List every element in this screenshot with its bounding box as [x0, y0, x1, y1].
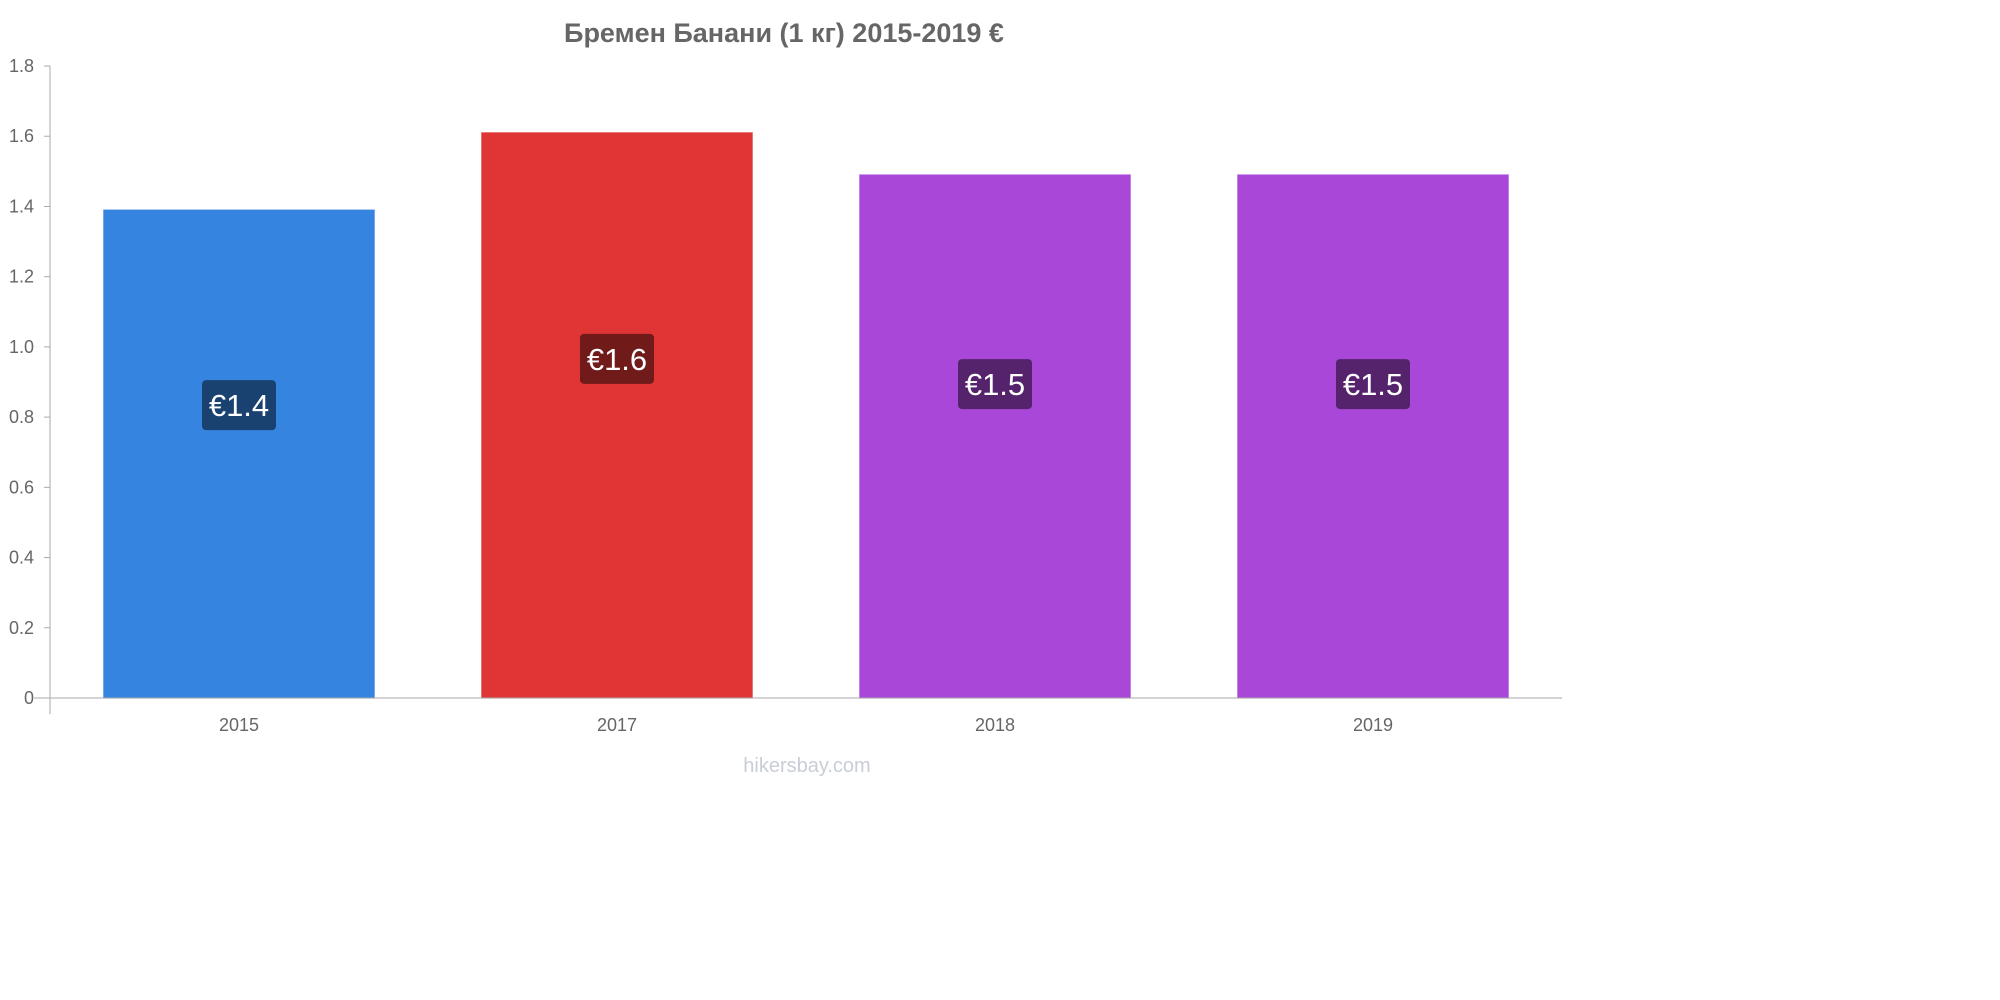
- y-tick-label: 1.2: [9, 267, 34, 287]
- data-label-badge: [202, 380, 276, 431]
- bar-2018: [859, 174, 1131, 699]
- y-tick-label: 1.0: [9, 337, 34, 357]
- x-tick-label: 2017: [597, 715, 637, 735]
- y-tick-label: 0.4: [9, 548, 34, 568]
- bars: €1.4 €1.6 €1.5 €1.5: [103, 132, 1509, 699]
- x-tick-label: 2019: [1353, 715, 1393, 735]
- y-axis: 0 0.2 0.4 0.6 0.8 1.0 1.2 1.4 1.6 1.8: [9, 56, 51, 714]
- data-label-badge: [1336, 359, 1410, 410]
- data-label: €1.5: [1343, 367, 1403, 402]
- bar-2015: [103, 209, 375, 699]
- y-tick-label: 0.6: [9, 477, 34, 497]
- bar-2019: [1237, 174, 1509, 699]
- y-tick-label: 1.8: [9, 56, 34, 76]
- x-axis: 2015 2017 2018 2019: [34, 697, 1562, 735]
- y-tick-label: 1.6: [9, 126, 34, 146]
- bar-chart: Бремен Банани (1 кг) 2015-2019 € 0 0.2 0.4…: [9, 18, 1562, 777]
- data-label: €1.6: [587, 342, 647, 377]
- data-label-badge: [580, 333, 654, 384]
- y-tick-label: 0.8: [9, 407, 34, 427]
- x-tick-label: 2018: [975, 715, 1015, 735]
- watermark: hikersbay.com: [743, 755, 870, 777]
- chart-title: Бремен Банани (1 кг) 2015-2019 €: [564, 18, 1004, 48]
- x-tick-label: 2015: [219, 715, 259, 735]
- y-tick-label: 1.4: [9, 196, 34, 216]
- data-label: €1.4: [209, 388, 269, 423]
- y-tick-label: 0.2: [9, 618, 34, 638]
- y-tick-label: 0: [24, 688, 34, 708]
- bar-2017: [481, 132, 753, 699]
- data-label-badge: [958, 359, 1032, 410]
- data-label: €1.5: [965, 367, 1025, 402]
